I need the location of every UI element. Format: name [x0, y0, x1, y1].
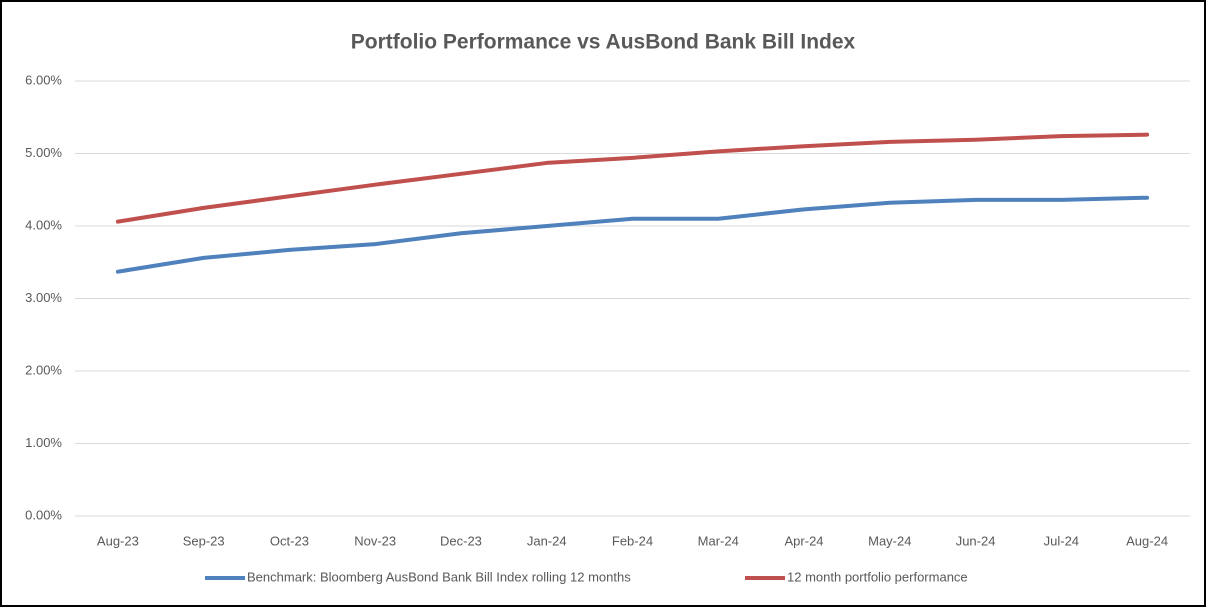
line-series — [115, 132, 1150, 224]
x-tick-label: Feb-24 — [612, 533, 653, 548]
legend-label: 12 month portfolio performance — [787, 569, 968, 584]
y-tick-label: 3.00% — [25, 290, 62, 305]
x-tick-label: Aug-24 — [1126, 533, 1168, 548]
line-series — [115, 195, 1150, 274]
x-tick-label: Jun-24 — [956, 533, 996, 548]
x-tick-label: Mar-24 — [698, 533, 739, 548]
x-tick-label: Apr-24 — [785, 533, 824, 548]
chart-title: Portfolio Performance vs AusBond Bank Bi… — [351, 31, 856, 54]
x-tick-label: Dec-23 — [440, 533, 482, 548]
x-tick-label: Jul-24 — [1044, 533, 1079, 548]
y-tick-label: 1.00% — [25, 435, 62, 450]
y-tick-label: 0.00% — [25, 507, 62, 522]
x-tick-label: May-24 — [868, 533, 911, 548]
y-tick-label: 4.00% — [25, 217, 62, 232]
y-tick-label: 2.00% — [25, 362, 62, 377]
x-tick-label: Aug-23 — [97, 533, 139, 548]
x-tick-label: Sep-23 — [183, 533, 225, 548]
x-tick-label: Nov-23 — [354, 533, 396, 548]
y-tick-label: 5.00% — [25, 145, 62, 160]
x-tick-label: Oct-23 — [270, 533, 309, 548]
y-tick-label: 6.00% — [25, 72, 62, 87]
legend-label: Benchmark: Bloomberg AusBond Bank Bill I… — [247, 569, 631, 584]
x-tick-label: Jan-24 — [527, 533, 567, 548]
